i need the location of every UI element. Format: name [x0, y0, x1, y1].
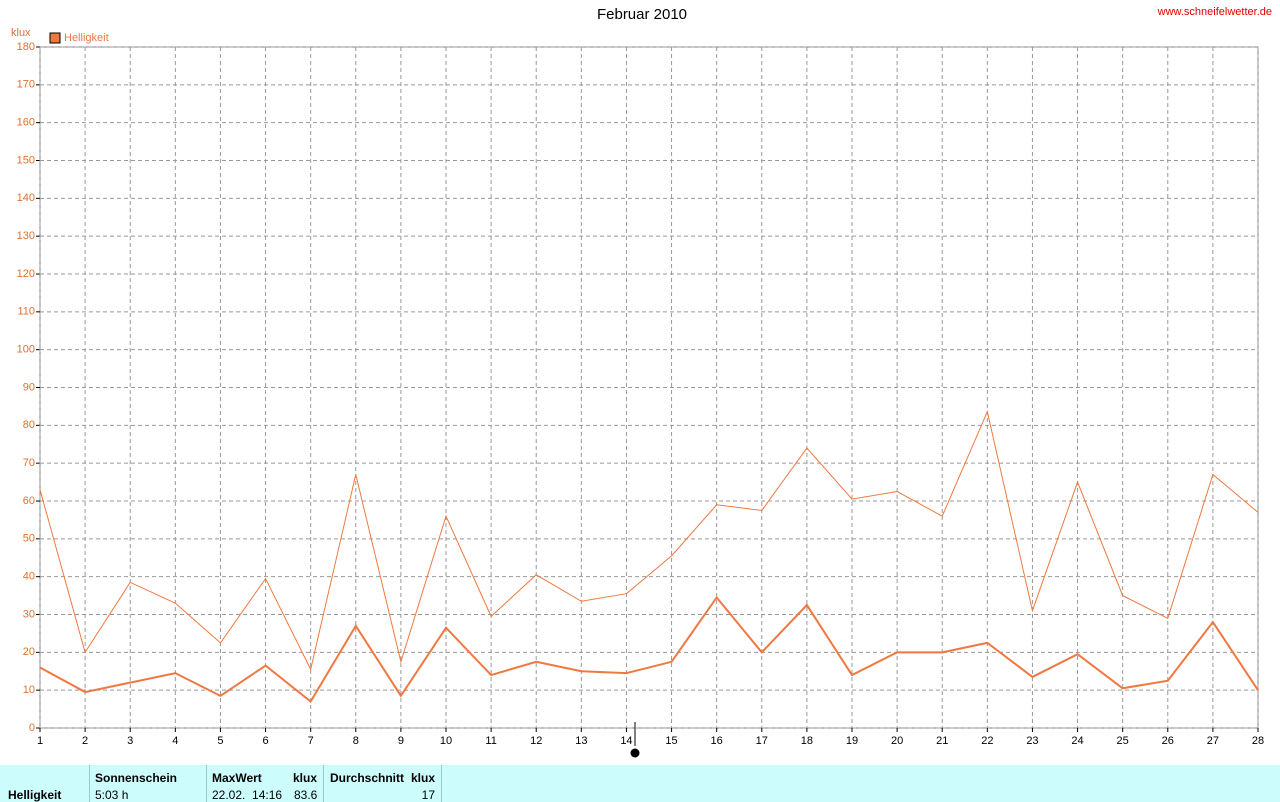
- summary: Helligkeit Sonnenschein 5:03 h MaxWert k…: [0, 765, 1280, 802]
- data-line: [39, 410, 1259, 671]
- y-tick-label: 90: [23, 381, 35, 393]
- source: www.schneifelwetter.de: [1157, 6, 1272, 18]
- separator: [206, 765, 207, 802]
- y-tick-label: 110: [17, 306, 35, 318]
- legend-swatch: [49, 32, 61, 44]
- x-tick-label: 7: [308, 735, 314, 747]
- chart-title: Februar 2010: [597, 6, 687, 23]
- date: 22.02. 14:16: [212, 788, 283, 802]
- chart: Februar 2010 www.schneifelwetter.de klux…: [11, 6, 1272, 758]
- today-dot: [630, 748, 640, 758]
- unit: klux: [411, 771, 436, 785]
- x-tick-label: 27: [1207, 735, 1219, 747]
- unit: klux: [293, 771, 318, 785]
- y-tick-label: 140: [17, 192, 35, 204]
- x-tick-label: 28: [1252, 735, 1264, 747]
- x-tick-label: 25: [1117, 735, 1129, 747]
- x-tick-label: 21: [936, 735, 948, 747]
- x-tick-label: 9: [398, 735, 404, 747]
- data-line: [39, 595, 1259, 704]
- y-axis-label: klux: [11, 27, 31, 39]
- x-tick-label: 18: [801, 735, 813, 747]
- x-tick-label: 12: [530, 735, 542, 747]
- y-tick-label: 30: [23, 608, 35, 620]
- x-tick-label: 15: [665, 735, 677, 747]
- y-tick-label: 100: [17, 344, 35, 356]
- value: 83.6: [294, 788, 318, 802]
- x-tick-label: 24: [1071, 735, 1083, 747]
- y-tick-label: 20: [23, 646, 35, 658]
- x-tick-label: 3: [127, 735, 133, 747]
- x-tick-label: 10: [440, 735, 452, 747]
- y-tick-label: 80: [23, 419, 35, 431]
- x-tick-label: 6: [262, 735, 268, 747]
- x-tick-label: 19: [846, 735, 858, 747]
- y-tick-label: 150: [17, 154, 35, 166]
- y-tick-label: 50: [23, 533, 35, 545]
- y-tick-label: 0: [29, 722, 35, 734]
- x-tick-label: 11: [485, 735, 496, 747]
- y-tick-label: 40: [23, 571, 35, 583]
- x-tick-label: 17: [756, 735, 768, 747]
- header: MaxWert: [212, 771, 262, 785]
- y-tick-label: 170: [17, 79, 35, 91]
- header: Durchschnitt: [330, 771, 405, 785]
- value: 17: [421, 788, 435, 802]
- x-tick-label: 16: [711, 735, 723, 747]
- x-tick-label: 20: [891, 735, 903, 747]
- row-label: Helligkeit: [8, 788, 62, 802]
- y-tick-label: 10: [23, 684, 35, 696]
- y-tick-label: 60: [23, 495, 35, 507]
- y-tick-label: 70: [23, 457, 35, 469]
- x-tick-label: 26: [1162, 735, 1174, 747]
- separator: [441, 765, 442, 802]
- separator: [89, 765, 90, 802]
- x-tick-label: 5: [217, 735, 223, 747]
- header: Sonnenschein: [95, 771, 178, 785]
- y-tick-label: 160: [17, 117, 35, 129]
- y-tick-label: 180: [17, 41, 35, 53]
- separator: [323, 765, 324, 802]
- y-tick-label: 130: [17, 230, 35, 242]
- x-tick-label: 4: [172, 735, 178, 747]
- y-tick-label: 120: [17, 268, 35, 280]
- x-tick-label: 13: [575, 735, 587, 747]
- legend-label: Helligkeit: [64, 32, 109, 44]
- value: 5:03 h: [95, 788, 129, 802]
- x-tick-label: 14: [620, 735, 632, 747]
- x-tick-label: 22: [981, 735, 993, 747]
- x-tick-label: 2: [82, 735, 88, 747]
- x-tick-label: 8: [353, 735, 359, 747]
- x-tick-label: 1: [37, 735, 43, 747]
- x-tick-label: 23: [1026, 735, 1038, 747]
